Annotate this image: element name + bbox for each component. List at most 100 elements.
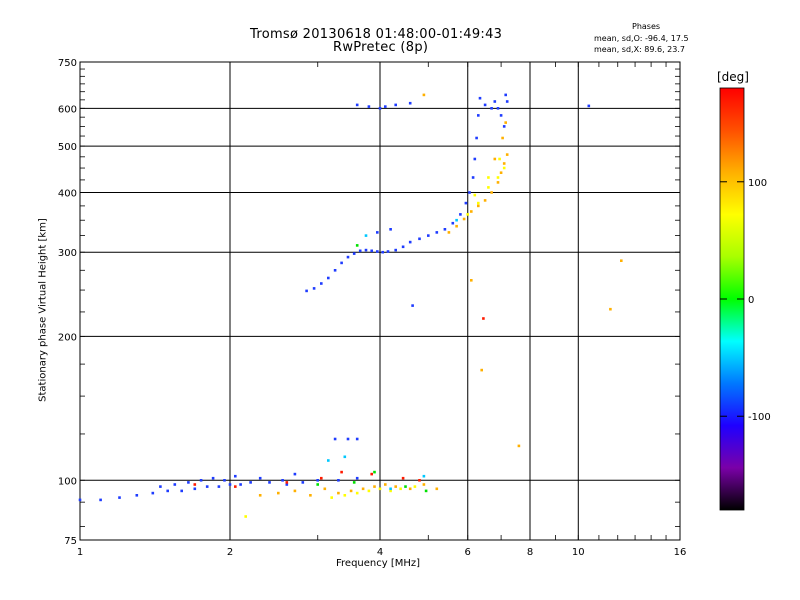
data-point	[587, 104, 591, 108]
chart-subtitle: RwPretec (8p)	[333, 40, 429, 55]
y-tick-label: 200	[58, 332, 77, 343]
data-point	[376, 250, 379, 253]
data-point	[349, 489, 353, 493]
data-point	[217, 485, 221, 488]
data-point	[228, 483, 232, 486]
data-point	[490, 191, 493, 194]
data-point	[135, 494, 139, 497]
data-point	[234, 485, 237, 488]
data-point	[620, 259, 623, 262]
data-point	[258, 494, 262, 497]
data-point	[473, 193, 477, 197]
data-point	[333, 269, 337, 272]
data-point	[187, 481, 190, 484]
data-point	[316, 483, 319, 486]
data-point	[355, 437, 359, 441]
data-point	[483, 103, 487, 107]
data-point	[473, 157, 477, 161]
data-point	[502, 125, 506, 128]
data-point	[422, 483, 426, 486]
data-point	[268, 481, 271, 484]
data-point	[367, 489, 371, 493]
data-point	[504, 121, 507, 124]
data-point	[498, 157, 501, 161]
data-point	[496, 181, 500, 184]
data-point	[499, 171, 503, 174]
data-point	[355, 244, 359, 247]
chart-title: Tromsø 20130618 01:48:00-01:49:43	[250, 27, 503, 42]
data-point	[376, 231, 379, 234]
x-tick-label: 16	[674, 547, 687, 558]
data-point	[471, 176, 475, 179]
data-point	[211, 476, 215, 480]
data-point	[422, 93, 426, 97]
data-point	[483, 199, 487, 202]
data-point	[408, 240, 412, 244]
data-point	[337, 491, 340, 495]
data-point	[159, 485, 162, 488]
data-point	[358, 249, 362, 253]
colorbar-unit-label: [deg]	[717, 70, 749, 84]
data-point	[343, 494, 347, 497]
data-point	[370, 249, 373, 253]
data-point	[199, 479, 203, 482]
y-tick-label: 600	[58, 104, 77, 115]
data-point	[301, 481, 305, 484]
data-point	[505, 100, 509, 103]
data-point	[340, 470, 343, 474]
data-point	[418, 237, 421, 241]
data-point	[378, 487, 382, 491]
data-point	[180, 489, 183, 493]
data-point	[239, 483, 242, 486]
data-point	[193, 483, 197, 486]
data-point	[234, 474, 237, 478]
data-point	[418, 479, 421, 482]
data-point	[327, 276, 330, 280]
y-tick-label: 75	[64, 536, 77, 547]
data-point	[455, 224, 458, 228]
data-point	[293, 489, 297, 493]
data-point	[505, 153, 509, 156]
data-point	[443, 228, 447, 231]
data-point	[327, 459, 330, 462]
data-point	[493, 157, 497, 161]
x-tick-label: 4	[377, 547, 383, 558]
colorbar-tick-label: 100	[748, 178, 767, 189]
data-point	[378, 107, 382, 110]
data-point	[384, 483, 387, 486]
colorbar-ticks: 100 0 -100	[720, 178, 771, 423]
data-point	[399, 487, 402, 491]
data-point	[389, 489, 392, 493]
x-tick-label: 1	[77, 547, 83, 558]
data-point	[205, 485, 209, 488]
data-point	[435, 231, 439, 234]
data-point	[316, 479, 319, 482]
data-point	[386, 250, 390, 253]
data-point	[424, 489, 428, 493]
data-point	[277, 491, 280, 495]
data-point	[477, 204, 480, 208]
phases-o-stats: mean, sd,O: -96.4, 17.5	[594, 34, 689, 43]
data-point	[258, 476, 262, 480]
data-point	[361, 487, 365, 491]
phases-x-stats: mean, sd,X: 89.6, 23.7	[594, 45, 685, 54]
data-point	[355, 491, 359, 495]
data-point	[480, 368, 483, 372]
data-point	[373, 485, 376, 488]
data-point	[447, 231, 451, 234]
data-point	[330, 496, 333, 499]
data-point	[609, 307, 612, 311]
data-point	[173, 483, 177, 486]
data-point	[370, 472, 373, 476]
data-point	[355, 103, 359, 107]
data-point	[408, 487, 412, 491]
data-point	[285, 483, 289, 486]
data-point	[320, 476, 323, 480]
data-point	[394, 248, 397, 252]
data-point	[462, 217, 466, 221]
data-point	[490, 107, 493, 110]
data-point	[367, 105, 371, 108]
data-point	[389, 228, 392, 231]
data-point	[477, 201, 480, 205]
